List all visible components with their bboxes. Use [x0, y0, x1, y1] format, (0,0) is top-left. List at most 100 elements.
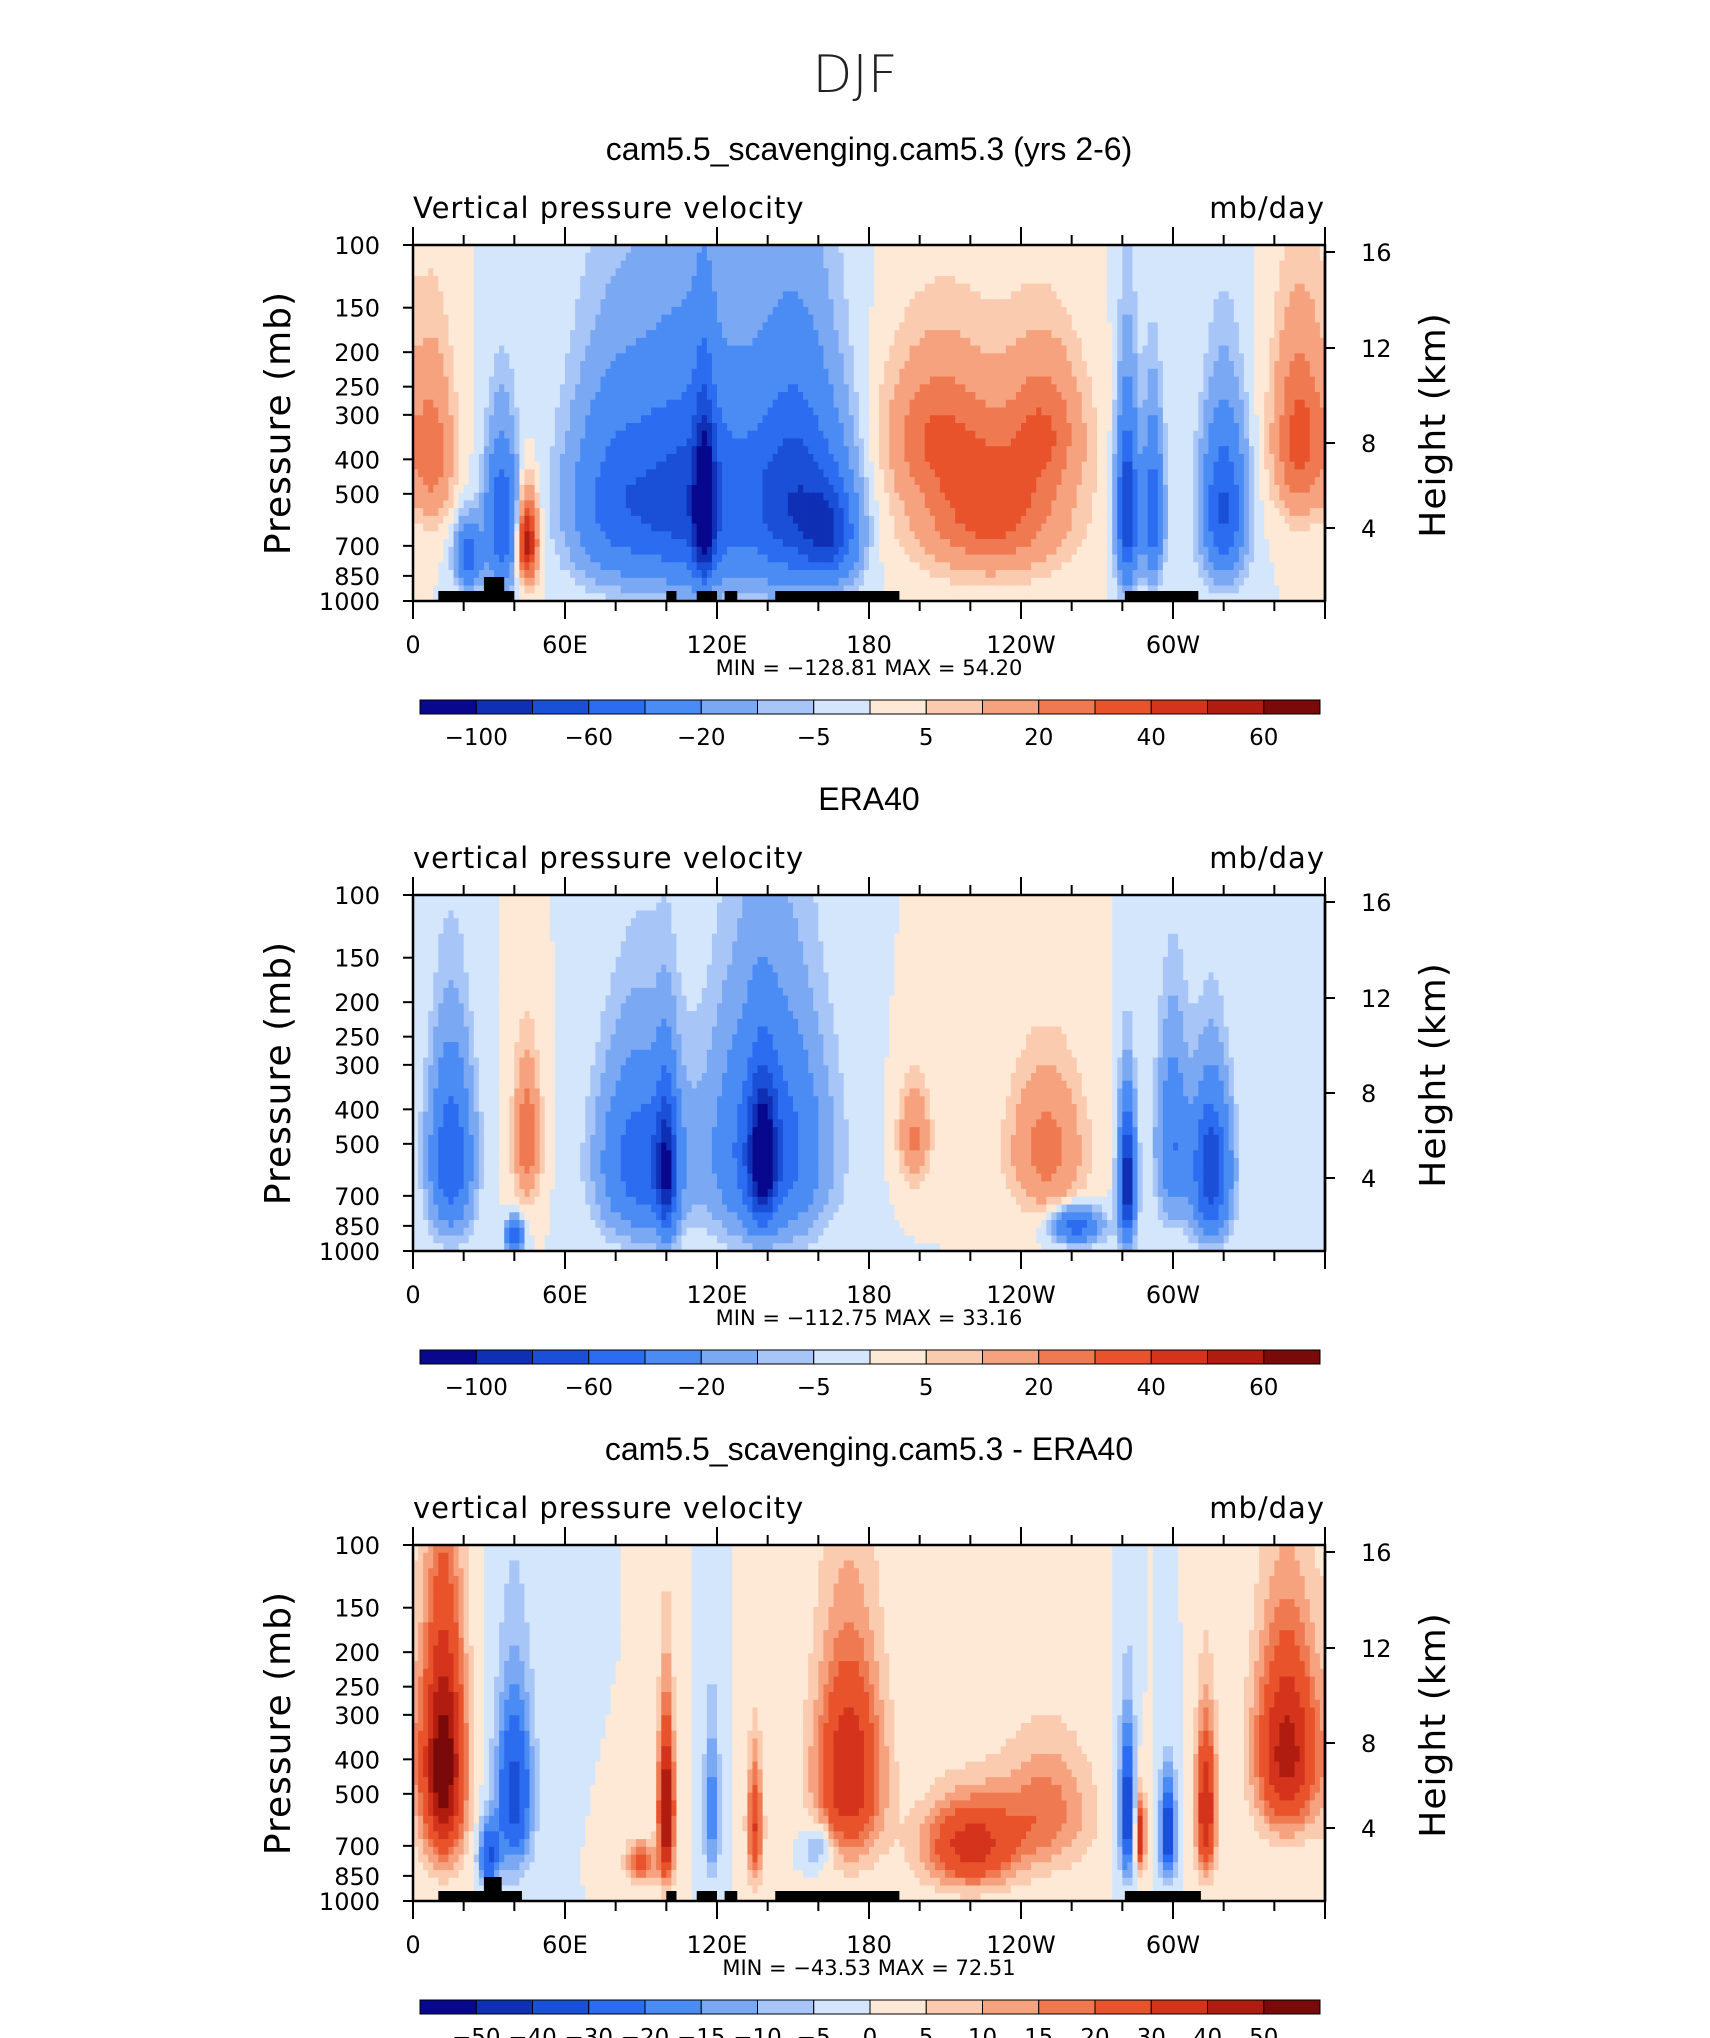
field-cell [965, 291, 971, 300]
field-cell [777, 314, 784, 323]
field-cell [955, 283, 961, 293]
field-cell [874, 268, 880, 277]
field-cell [1243, 368, 1250, 378]
field-cell [869, 423, 875, 432]
field-cell [767, 446, 774, 455]
field-cell [1137, 376, 1144, 385]
field-cell [605, 306, 612, 316]
field-cell [696, 361, 703, 370]
field-cell [1036, 330, 1042, 339]
field-cell [1071, 291, 1078, 300]
field-cell [717, 384, 723, 393]
field-cell [1269, 376, 1275, 385]
field-cell [1299, 345, 1306, 354]
field-cell [1228, 446, 1235, 455]
field-cell [1309, 399, 1316, 409]
field-cell [1167, 252, 1174, 262]
field-cell [793, 384, 799, 393]
field-cell [418, 438, 424, 447]
field-cell [838, 306, 845, 316]
field-cell [1228, 306, 1235, 316]
field-cell [980, 438, 987, 447]
field-cell [514, 446, 520, 455]
field-cell [1233, 407, 1240, 416]
field-cell [1112, 283, 1118, 293]
field-cell [772, 430, 779, 440]
field-cell [656, 438, 662, 447]
field-cell [727, 291, 733, 300]
field-cell [630, 260, 637, 269]
field-cell [742, 275, 748, 285]
field-cell [1015, 291, 1022, 300]
field-cell [1046, 415, 1052, 424]
field-cell [818, 392, 824, 401]
field-cell [813, 322, 819, 331]
field-cell [858, 392, 865, 401]
field-cell [879, 392, 885, 401]
field-cell [1117, 415, 1123, 424]
field-cell [737, 275, 743, 285]
field-cell [863, 337, 870, 347]
field-cell [727, 353, 733, 362]
field-cell [524, 275, 531, 285]
field-cell [615, 423, 622, 432]
field-cell [1010, 446, 1017, 455]
field-cell [1299, 283, 1306, 293]
field-cell [453, 260, 460, 269]
field-cell [1183, 423, 1189, 432]
field-cell [519, 322, 526, 331]
field-cell [1122, 392, 1128, 401]
field-cell [428, 268, 434, 277]
field-cell [1203, 430, 1210, 440]
field-cell [1056, 392, 1063, 401]
field-cell [1005, 353, 1012, 362]
field-cell [1249, 245, 1255, 254]
field-cell [1061, 376, 1068, 385]
field-cell [514, 384, 520, 393]
field-cell [1015, 252, 1022, 262]
field-cell [473, 423, 480, 432]
field-cell [483, 345, 490, 354]
field-cell [828, 353, 835, 362]
field-cell [1122, 368, 1128, 378]
field-cell [605, 453, 612, 463]
field-cell [1066, 453, 1073, 463]
field-cell [1026, 337, 1032, 347]
field-cell [742, 330, 748, 339]
field-cell [1041, 392, 1047, 401]
field-cell [874, 353, 880, 362]
field-cell [1112, 376, 1118, 385]
field-cell [1188, 283, 1194, 293]
field-cell [681, 291, 688, 300]
field-cell [651, 337, 657, 347]
field-cell [980, 330, 987, 339]
field-cell [762, 430, 769, 440]
field-cell [990, 453, 997, 463]
field-cell [661, 314, 667, 323]
field-cell [595, 430, 602, 440]
field-cell [838, 337, 845, 347]
field-cell [1066, 446, 1073, 455]
field-cell [1249, 268, 1255, 277]
field-cell [1010, 415, 1017, 424]
field-cell [514, 306, 520, 316]
field-cell [737, 384, 743, 393]
field-cell [524, 376, 531, 385]
field-cell [975, 376, 982, 385]
field-cell [732, 430, 738, 440]
field-cell [1274, 368, 1280, 378]
field-cell [686, 415, 693, 424]
field-cell [1178, 268, 1184, 277]
field-cell [443, 252, 450, 262]
field-cell [1107, 252, 1113, 262]
field-cell [600, 275, 607, 285]
field-cell [945, 368, 951, 378]
field-cell [1304, 368, 1311, 378]
field-cell [863, 384, 870, 393]
field-cell [1218, 330, 1225, 339]
field-cell [534, 392, 541, 401]
field-cell [879, 260, 885, 269]
field-cell [1097, 430, 1103, 440]
field-cell [1066, 322, 1073, 331]
field-cell [433, 260, 439, 269]
